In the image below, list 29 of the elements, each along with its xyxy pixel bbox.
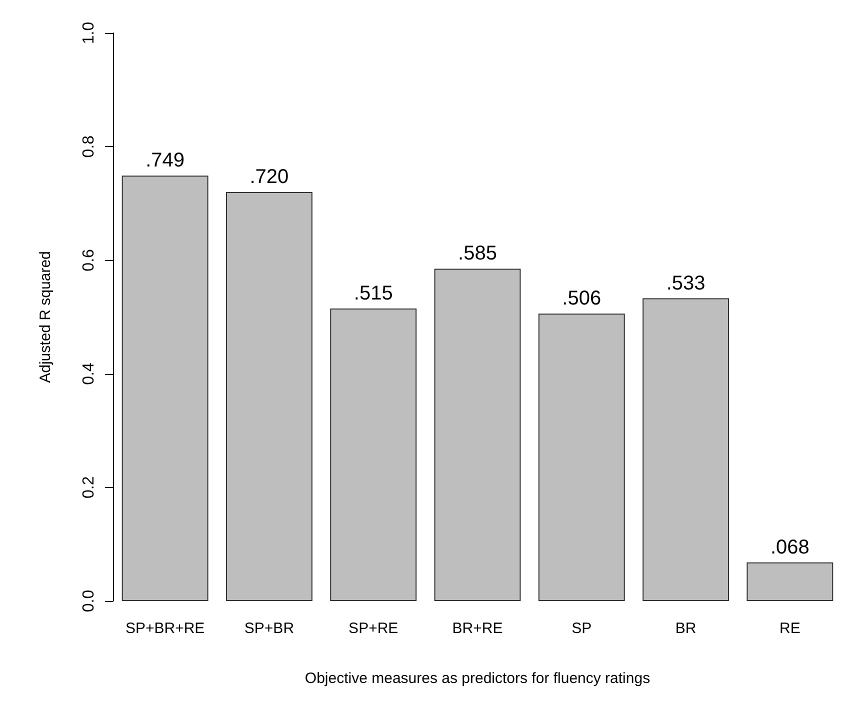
data-label: .068 xyxy=(770,536,810,558)
x-tick-label: SP+RE xyxy=(348,620,398,637)
bar xyxy=(538,314,625,601)
x-tick-label: SP+BR xyxy=(244,620,294,637)
bar xyxy=(746,562,834,601)
x-tick-label: SP+BR+RE xyxy=(125,620,205,637)
data-label: .533 xyxy=(666,272,706,294)
x-tick-label: BR+RE xyxy=(452,620,503,637)
bar xyxy=(330,308,417,601)
x-axis-title: Objective measures as predictors for fluency ratings xyxy=(304,670,650,687)
y-tick-label: 0.0 xyxy=(80,590,98,612)
x-tick-label: SP xyxy=(572,620,592,637)
data-label: .749 xyxy=(146,150,185,172)
y-axis-title: Adjusted R squared xyxy=(37,251,54,383)
x-tick-label: RE xyxy=(780,620,800,637)
bar xyxy=(226,192,312,601)
y-tick-label: 0.2 xyxy=(80,476,98,499)
data-label: .720 xyxy=(250,166,289,188)
x-tick-label: BR xyxy=(675,620,696,637)
y-tick-label: 0.6 xyxy=(80,248,98,272)
data-label: .585 xyxy=(458,242,497,265)
y-tick-label: 0.8 xyxy=(80,135,98,158)
bar xyxy=(122,176,208,601)
data-label: .515 xyxy=(354,282,393,304)
bar xyxy=(642,298,730,601)
y-tick-label: 1.0 xyxy=(80,22,98,44)
bar xyxy=(434,268,521,601)
y-tick-label: 0.4 xyxy=(80,362,98,385)
data-label: .506 xyxy=(562,288,602,310)
